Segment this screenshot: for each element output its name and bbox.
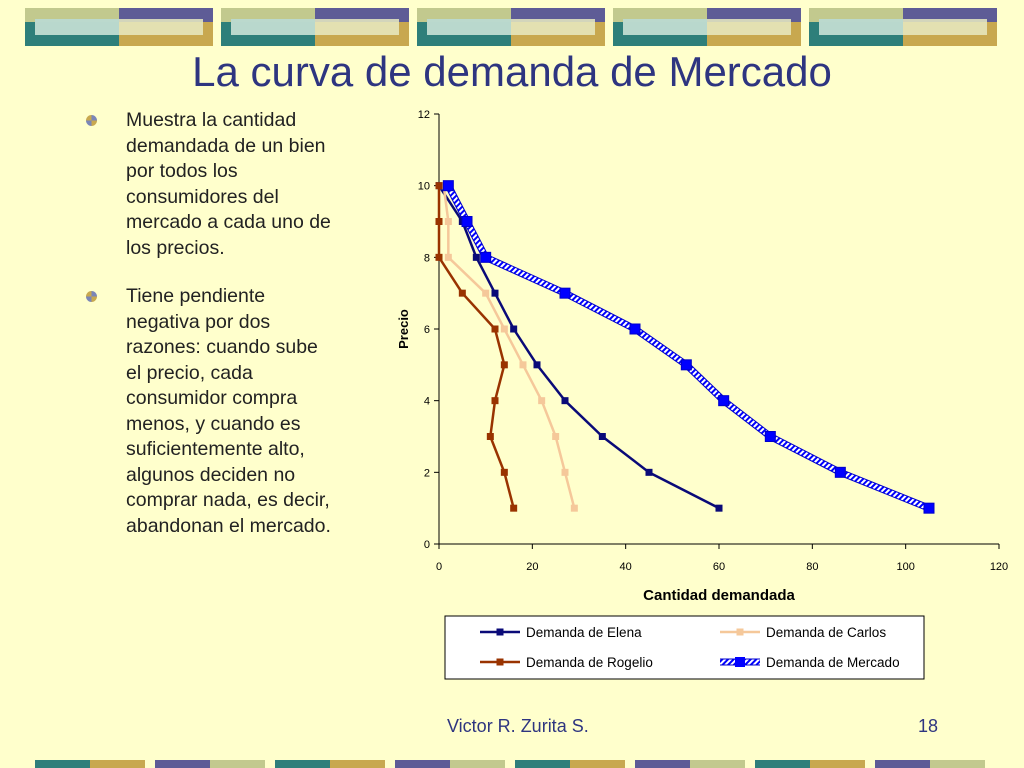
series-demanda-de-mercado bbox=[442, 180, 935, 514]
decor-tile bbox=[515, 760, 625, 768]
decor-tile bbox=[875, 760, 985, 768]
y-tick-label: 6 bbox=[424, 324, 430, 336]
series-point-6 bbox=[538, 397, 546, 405]
series-line bbox=[446, 184, 930, 511]
x-tick-label: 100 bbox=[896, 561, 914, 573]
legend-box bbox=[444, 615, 925, 680]
decor-tile bbox=[635, 760, 745, 768]
decor-tile bbox=[221, 8, 409, 46]
series-point-2 bbox=[444, 253, 452, 261]
series-point-4 bbox=[491, 325, 499, 333]
series-point-4 bbox=[629, 323, 641, 335]
decor-tile bbox=[155, 760, 265, 768]
legend-label: Demanda de Carlos bbox=[766, 625, 886, 640]
series-point-6 bbox=[491, 397, 499, 405]
series-point-9 bbox=[570, 504, 578, 512]
x-tick-label: 0 bbox=[436, 561, 442, 573]
series-point-9 bbox=[510, 504, 518, 512]
x-tick-label: 60 bbox=[713, 561, 725, 573]
series-point-2 bbox=[435, 253, 443, 261]
series-demanda-de-carlos bbox=[440, 182, 578, 512]
bullet-icon bbox=[86, 115, 97, 126]
legend-marker bbox=[496, 658, 504, 666]
series-point-5 bbox=[519, 361, 527, 369]
y-tick-label: 8 bbox=[424, 252, 430, 264]
series-point-7 bbox=[764, 431, 776, 442]
series-point-3 bbox=[491, 289, 499, 297]
series-point-3 bbox=[559, 287, 571, 299]
x-tick-label: 120 bbox=[990, 561, 1008, 573]
series-point-0 bbox=[442, 180, 454, 192]
chart-legend: Demanda de Elena Demanda de Carlos Demanda… bbox=[444, 615, 925, 680]
x-axis-label: Cantidad demandada bbox=[643, 587, 795, 604]
series-point-9 bbox=[923, 502, 935, 514]
chart-series bbox=[435, 180, 935, 514]
series-line bbox=[437, 184, 720, 510]
bullet-text: Tiene pendiente negativa por dos razones… bbox=[126, 285, 331, 537]
x-tick-label: 40 bbox=[620, 561, 632, 573]
series-point-9 bbox=[715, 504, 723, 512]
slide-title: La curva de demanda de Mercado bbox=[192, 48, 832, 95]
series-point-0 bbox=[435, 182, 443, 190]
series-point-8 bbox=[834, 466, 846, 478]
decor-tile bbox=[809, 8, 997, 46]
series-point-5 bbox=[500, 361, 508, 369]
series-line-outline bbox=[444, 182, 933, 512]
legend-label: Demanda de Mercado bbox=[766, 655, 900, 670]
series-point-2 bbox=[472, 253, 480, 261]
decor-tile bbox=[755, 760, 865, 768]
legend-marker bbox=[496, 628, 504, 636]
decor-tile bbox=[275, 760, 385, 768]
page-number: 18 bbox=[918, 716, 939, 736]
y-axis-label: Precio bbox=[396, 309, 411, 349]
series-line bbox=[437, 185, 515, 509]
legend-label: Demanda de Elena bbox=[526, 625, 642, 640]
series-point-1 bbox=[444, 218, 452, 225]
y-tick-label: 0 bbox=[424, 539, 430, 551]
bullet-text: Muestra la cantidad demandada de un bien… bbox=[126, 109, 331, 259]
series-point-5 bbox=[680, 359, 692, 371]
series-point-7 bbox=[486, 433, 494, 440]
decor-tile bbox=[613, 8, 801, 46]
bullet-item: Tiene pendiente negativa por dos razones… bbox=[86, 284, 336, 539]
x-tick-label: 80 bbox=[806, 561, 818, 573]
series-point-4 bbox=[510, 325, 518, 333]
series-line bbox=[442, 185, 576, 509]
legend-label: Demanda de Rogelio bbox=[526, 655, 653, 670]
y-tick-label: 2 bbox=[424, 467, 430, 479]
decor-tile bbox=[417, 8, 605, 46]
series-point-3 bbox=[458, 289, 466, 297]
series-point-7 bbox=[552, 433, 560, 440]
x-tick-label: 20 bbox=[526, 561, 538, 573]
series-point-1 bbox=[435, 218, 443, 225]
bullet-item: Muestra la cantidad demandada de un bien… bbox=[86, 108, 336, 261]
decor-tile bbox=[35, 760, 145, 768]
legend-marker bbox=[736, 628, 744, 636]
bullet-list: Muestra la cantidad demandada de un bien… bbox=[86, 108, 336, 562]
series-point-6 bbox=[561, 397, 569, 405]
series-point-3 bbox=[482, 289, 490, 297]
series-point-2 bbox=[480, 251, 492, 263]
series-point-8 bbox=[500, 468, 508, 476]
y-tick-label: 4 bbox=[424, 396, 430, 408]
series-demanda-de-rogelio bbox=[435, 182, 518, 512]
series-point-8 bbox=[645, 468, 653, 476]
decor-tile bbox=[25, 8, 213, 46]
y-tick-label: 12 bbox=[418, 109, 430, 121]
decor-tile bbox=[395, 760, 505, 768]
series-point-5 bbox=[533, 361, 541, 369]
series-point-8 bbox=[561, 468, 569, 476]
series-point-1 bbox=[461, 216, 473, 227]
series-demanda-de-elena bbox=[435, 182, 723, 512]
series-point-4 bbox=[500, 325, 508, 333]
y-tick-label: 10 bbox=[418, 181, 430, 193]
bullet-icon bbox=[86, 291, 97, 302]
footer-author: Victor R. Zurita S. bbox=[447, 716, 589, 736]
legend-marker bbox=[735, 657, 745, 667]
series-point-7 bbox=[598, 433, 606, 440]
series-point-6 bbox=[718, 395, 730, 407]
